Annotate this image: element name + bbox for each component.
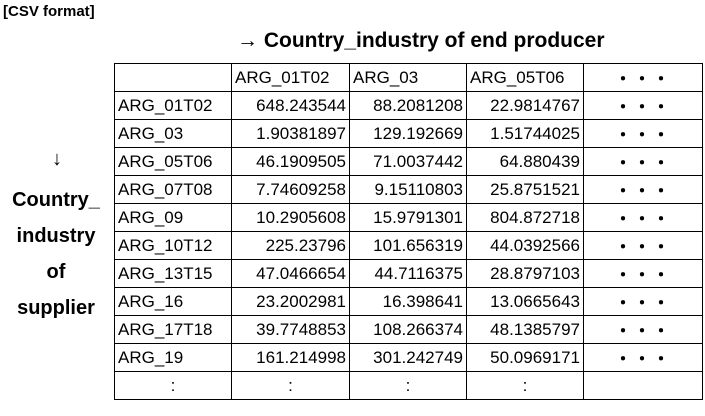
- value-cell: 1.51744025: [466, 119, 584, 148]
- value-cell: 22.9814767: [466, 91, 584, 120]
- value-cell: 88.2081208: [349, 91, 467, 120]
- row-header: ARG_16: [114, 287, 232, 316]
- value-cell: 804.872718: [466, 203, 584, 232]
- supplier-axis-label: Country_ industry of supplier: [0, 182, 112, 326]
- more-columns-indicator: ・・・: [583, 175, 703, 204]
- more-columns-indicator: ・・・: [583, 203, 703, 232]
- more-rows-indicator: :: [349, 371, 467, 400]
- table-row: ARG_13T15 47.0466654 44.7116375 28.8797103 ・…: [114, 259, 703, 288]
- value-cell: 50.0969171: [466, 343, 584, 372]
- csv-matrix-table: ARG_01T02 ARG_03 ARG_05T06 ・・・ ARG_01T02 648.…: [114, 63, 703, 400]
- value-cell: 71.0037442: [349, 147, 467, 176]
- value-cell: 44.0392566: [466, 231, 584, 260]
- row-header: ARG_05T06: [114, 147, 232, 176]
- value-cell: 108.266374: [349, 315, 467, 344]
- table-row: ARG_17T18 39.7748853 108.266374 48.1385797 ・…: [114, 315, 703, 344]
- value-cell: 46.1909505: [231, 147, 350, 176]
- supplier-axis-line: industry: [16, 225, 96, 247]
- value-cell: 44.7116375: [349, 259, 467, 288]
- more-columns-indicator: ・・・: [583, 63, 703, 92]
- more-rows-indicator: :: [114, 371, 232, 400]
- more-columns-indicator: ・・・: [583, 231, 703, 260]
- value-cell: 28.8797103: [466, 259, 584, 288]
- corner-cell: [114, 63, 232, 92]
- value-cell: 47.0466654: [231, 259, 350, 288]
- value-cell: 9.15110803: [349, 175, 467, 204]
- value-cell: 15.9791301: [349, 203, 467, 232]
- header-row: ARG_01T02 ARG_03 ARG_05T06 ・・・: [114, 63, 703, 92]
- row-header: ARG_09: [114, 203, 232, 232]
- supplier-axis-line: supplier: [17, 297, 95, 319]
- supplier-axis-line: of: [46, 261, 66, 283]
- value-cell: 129.192669: [349, 119, 467, 148]
- column-header: ARG_01T02: [231, 63, 350, 92]
- row-header: ARG_13T15: [114, 259, 232, 288]
- value-cell: 16.398641: [349, 287, 467, 316]
- value-cell: 648.243544: [231, 91, 350, 120]
- row-header: ARG_19: [114, 343, 232, 372]
- value-cell: 1.90381897: [231, 119, 350, 148]
- table-row: ARG_09 10.2905608 15.9791301 804.872718 ・・・: [114, 203, 703, 232]
- row-header: ARG_10T12: [114, 231, 232, 260]
- table-row: ARG_03 1.90381897 129.192669 1.51744025 ・・・: [114, 119, 703, 148]
- table-row: ARG_16 23.2002981 16.398641 13.0665643 ・・・: [114, 287, 703, 316]
- value-cell: 39.7748853: [231, 315, 350, 344]
- value-cell: 161.214998: [231, 343, 350, 372]
- table-row: ARG_01T02 648.243544 88.2081208 22.9814767 ・…: [114, 91, 703, 120]
- row-header: ARG_01T02: [114, 91, 232, 120]
- value-cell: 23.2002981: [231, 287, 350, 316]
- table-row: ARG_19 161.214998 301.242749 50.0969171 ・・・: [114, 343, 703, 372]
- more-columns-indicator: ・・・: [583, 315, 703, 344]
- column-header: ARG_05T06: [466, 63, 584, 92]
- more-columns-indicator: ・・・: [583, 147, 703, 176]
- table-row: ARG_10T12 225.23796 101.656319 44.0392566 ・・…: [114, 231, 703, 260]
- value-cell: 25.8751521: [466, 175, 584, 204]
- more-rows-indicator: :: [466, 371, 584, 400]
- more-rows-indicator: [583, 371, 703, 400]
- format-label: [CSV format]: [3, 3, 95, 20]
- more-columns-indicator: ・・・: [583, 343, 703, 372]
- more-rows-row: ::::: [114, 371, 703, 400]
- more-columns-indicator: ・・・: [583, 259, 703, 288]
- supplier-axis-line: Country_: [12, 189, 100, 211]
- down-arrow-icon: ↓: [52, 148, 62, 170]
- row-header: ARG_17T18: [114, 315, 232, 344]
- more-columns-indicator: ・・・: [583, 287, 703, 316]
- more-columns-indicator: ・・・: [583, 91, 703, 120]
- value-cell: 225.23796: [231, 231, 350, 260]
- more-columns-indicator: ・・・: [583, 119, 703, 148]
- value-cell: 101.656319: [349, 231, 467, 260]
- row-header: ARG_07T08: [114, 175, 232, 204]
- table-row: ARG_05T06 46.1909505 71.0037442 64.880439 ・・…: [114, 147, 703, 176]
- value-cell: 7.74609258: [231, 175, 350, 204]
- value-cell: 64.880439: [466, 147, 584, 176]
- more-rows-indicator: :: [231, 371, 350, 400]
- value-cell: 13.0665643: [466, 287, 584, 316]
- value-cell: 301.242749: [349, 343, 467, 372]
- value-cell: 10.2905608: [231, 203, 350, 232]
- end-producer-axis-label: → Country_industry of end producer: [237, 29, 605, 52]
- table-row: ARG_07T08 7.74609258 9.15110803 25.8751521 ・…: [114, 175, 703, 204]
- row-header: ARG_03: [114, 119, 232, 148]
- column-header: ARG_03: [349, 63, 467, 92]
- value-cell: 48.1385797: [466, 315, 584, 344]
